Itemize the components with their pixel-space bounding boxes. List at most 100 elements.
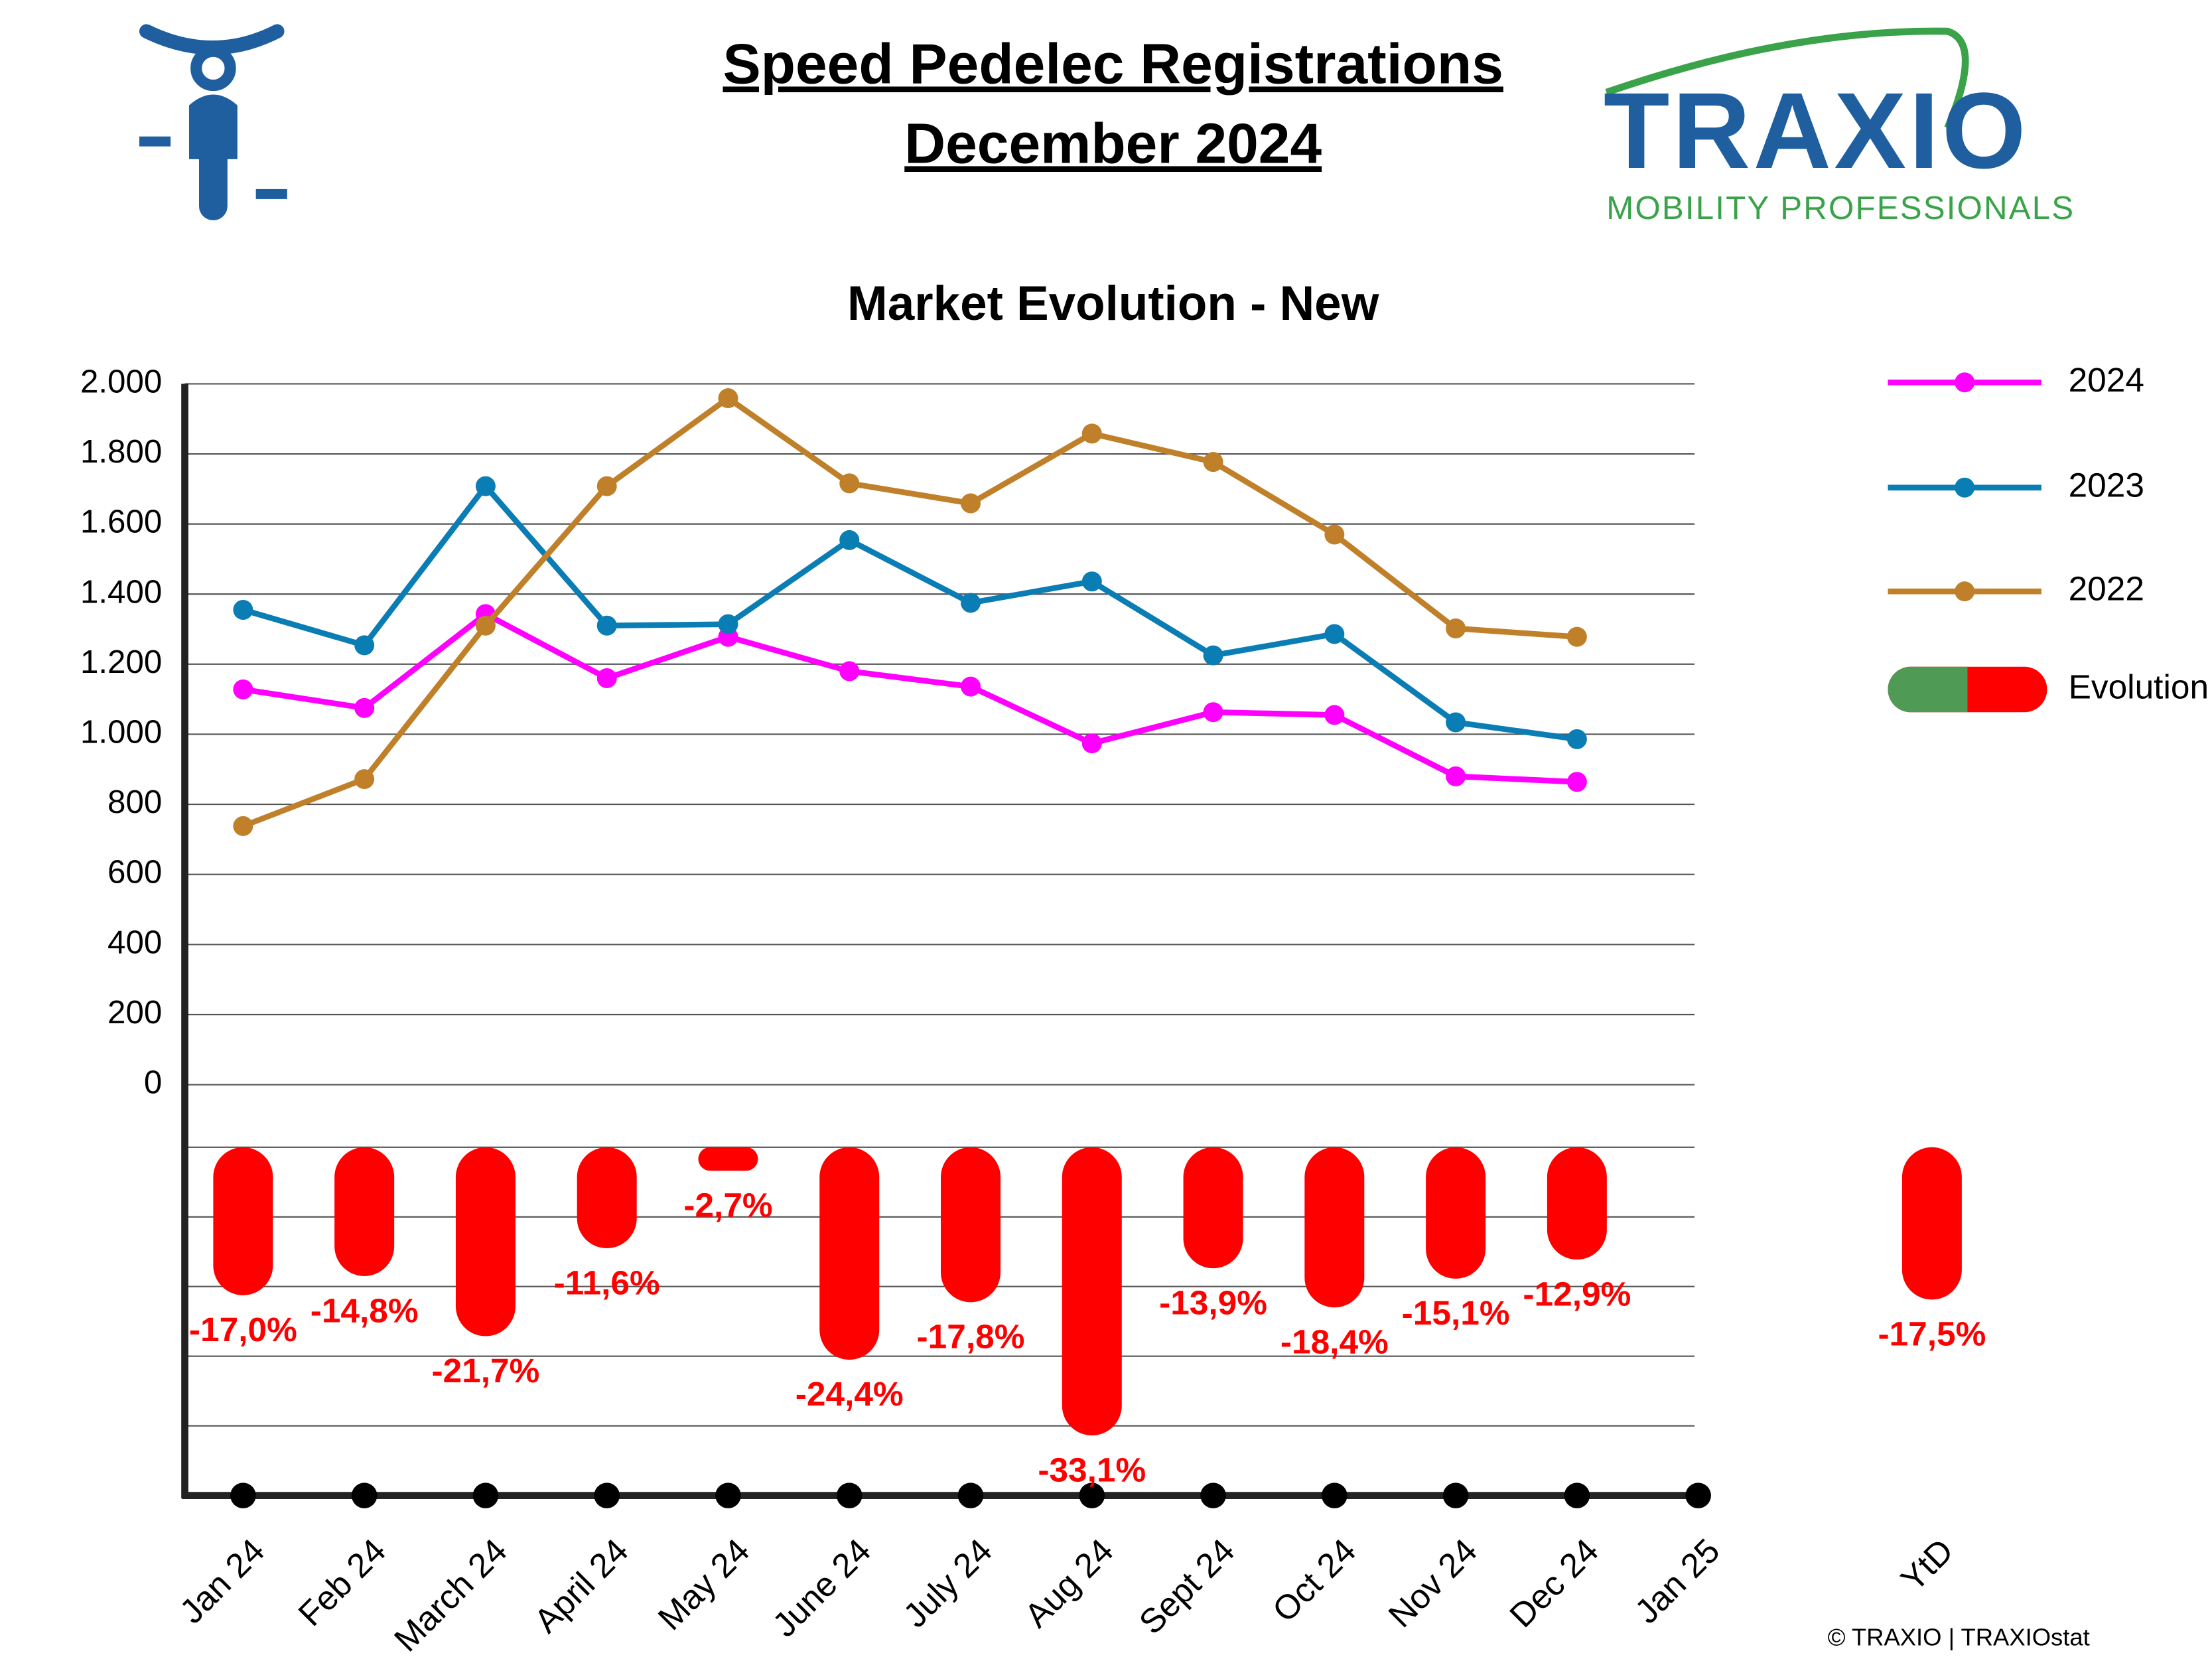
- evolution-bar: [941, 1147, 1001, 1303]
- x-axis-dot: [836, 1482, 863, 1508]
- line-point: [233, 679, 253, 699]
- line-point: [1566, 772, 1587, 792]
- line-point: [1566, 729, 1587, 749]
- line-point: [718, 614, 738, 634]
- line-series: [242, 483, 1578, 743]
- data-label: -17,0%: [189, 1310, 297, 1348]
- legend-label: 2024: [2069, 360, 2144, 399]
- x-axis-dot: [472, 1482, 499, 1508]
- x-tick-label: Dec 24: [1502, 1531, 1606, 1634]
- data-label: -24,4%: [795, 1374, 904, 1413]
- evolution-bar: [1901, 1147, 1962, 1300]
- line-point: [718, 388, 738, 409]
- legend-swatch: [1888, 666, 1968, 713]
- x-axis-dot: [1685, 1482, 1711, 1508]
- line-point: [475, 476, 496, 496]
- x-axis-dot: [594, 1482, 620, 1508]
- y-tick-label: 800: [107, 784, 162, 820]
- x-tick-label: July 24: [896, 1531, 999, 1634]
- line-point: [1324, 624, 1345, 644]
- data-label: -12,9%: [1523, 1274, 1631, 1313]
- x-axis-dot: [957, 1482, 984, 1508]
- x-tick-label: Jan 24: [172, 1531, 271, 1630]
- line-point: [596, 615, 617, 636]
- line-series: [242, 395, 1578, 829]
- x-tick-label: YtD: [1893, 1531, 1961, 1599]
- data-label: -14,8%: [311, 1291, 419, 1329]
- x-tick-label: Feb 24: [291, 1531, 393, 1633]
- evolution-bar: [334, 1147, 395, 1276]
- evolution-bar: [819, 1147, 880, 1360]
- logo-tagline: MOBILITY PROFESSIONALS: [1606, 190, 2075, 226]
- x-tick-label: March 24: [386, 1531, 514, 1659]
- logo-text: TRAXIO: [1604, 70, 2029, 191]
- y-tick-label: 600: [107, 854, 162, 891]
- line-point: [1446, 766, 1466, 786]
- line-point: [475, 615, 496, 636]
- line-point: [1446, 712, 1466, 733]
- line-point: [1203, 452, 1223, 472]
- title-line1: Speed Pedelec Registrations: [723, 32, 1503, 96]
- data-label: -21,7%: [431, 1351, 539, 1390]
- data-label: -15,1%: [1402, 1293, 1510, 1332]
- y-tick-label: 1.600: [80, 504, 162, 540]
- line-point: [596, 476, 617, 496]
- line-point: [233, 816, 253, 836]
- x-tick-label: Jan 25: [1627, 1531, 1727, 1630]
- evolution-bar: [577, 1147, 637, 1248]
- line-point: [961, 593, 981, 613]
- line-point: [839, 530, 860, 550]
- copyright: © TRAXIO | TRAXIOstat: [1828, 1624, 2090, 1651]
- evolution-bar: [1304, 1147, 1365, 1308]
- line-point: [1203, 702, 1223, 723]
- x-axis-dot: [1200, 1482, 1226, 1508]
- x-axis-dot: [230, 1482, 256, 1508]
- x-axis-dot: [1564, 1482, 1590, 1508]
- data-label: -13,9%: [1159, 1283, 1267, 1321]
- line-point: [1566, 626, 1587, 647]
- logo-swoosh: [1605, 27, 1969, 129]
- evolution-bar: [698, 1147, 758, 1171]
- y-tick-label: 0: [144, 1064, 162, 1101]
- x-tick-label: May 24: [650, 1531, 756, 1637]
- title-line2: December 2024: [904, 111, 1322, 175]
- x-axis-dot: [1079, 1482, 1105, 1508]
- line-point: [839, 661, 860, 682]
- y-tick-label: 2.000: [80, 363, 162, 399]
- line-point: [354, 769, 375, 790]
- line-point: [233, 600, 253, 620]
- legend-label: 2023: [2069, 465, 2144, 504]
- y-tick-label: 400: [107, 924, 162, 960]
- line-point: [961, 676, 981, 697]
- data-label: -17,5%: [1878, 1315, 1986, 1353]
- chart-title: Market Evolution - New: [847, 277, 1379, 330]
- scooter-icon: [139, 24, 287, 221]
- data-label: -18,4%: [1280, 1323, 1389, 1361]
- evolution-bar: [1062, 1147, 1122, 1436]
- line-point: [1081, 423, 1102, 444]
- y-tick-label: 1.000: [80, 713, 162, 750]
- x-axis-dot: [351, 1482, 378, 1508]
- evolution-bar: [1426, 1147, 1486, 1279]
- legend-marker: [1955, 477, 1975, 498]
- data-label: -2,7%: [683, 1185, 772, 1224]
- x-tick-label: Nov 24: [1381, 1531, 1484, 1634]
- y-tick-label: 200: [107, 994, 162, 1031]
- evolution-bar: [455, 1147, 516, 1336]
- y-tick-label: 1.200: [80, 644, 162, 680]
- evolution-bar: [213, 1147, 273, 1295]
- legend-marker: [1955, 581, 1975, 602]
- line-point: [1203, 645, 1223, 666]
- line-series: [242, 611, 1578, 785]
- legend-label: Evolution: [2069, 668, 2209, 706]
- x-tick-label: June 24: [765, 1531, 878, 1644]
- line-point: [839, 473, 860, 494]
- line-point: [354, 635, 375, 656]
- y-tick-label: 1.400: [80, 573, 162, 610]
- y-tick-label: 1.800: [80, 433, 162, 470]
- line-point: [1081, 571, 1102, 592]
- x-tick-label: Sept 24: [1131, 1531, 1241, 1641]
- x-tick-label: Aug 24: [1017, 1531, 1121, 1634]
